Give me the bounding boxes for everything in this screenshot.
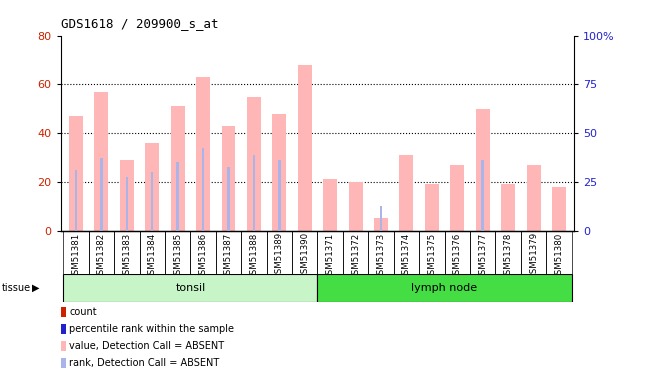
Text: GSM51390: GSM51390 (300, 232, 310, 279)
Bar (176, 162, 179, 231)
Text: rank, Detection Call = ABSENT: rank, Detection Call = ABSENT (69, 358, 220, 368)
Text: GDS1618 / 209900_s_at: GDS1618 / 209900_s_at (61, 17, 218, 30)
Bar (368, 231, 394, 274)
Text: count: count (69, 307, 97, 317)
Text: tonsil: tonsil (176, 283, 205, 293)
Bar (470, 231, 496, 274)
Bar (100, 158, 103, 231)
Bar (292, 231, 317, 274)
Bar (94, 92, 108, 231)
Bar (196, 77, 210, 231)
Bar (120, 160, 134, 231)
Bar (419, 231, 445, 274)
Text: GSM51386: GSM51386 (199, 232, 208, 280)
Bar (75, 170, 77, 231)
Bar (425, 184, 439, 231)
Text: GSM51371: GSM51371 (325, 232, 335, 280)
Text: GSM51382: GSM51382 (97, 232, 106, 280)
Text: GSM51387: GSM51387 (224, 232, 233, 280)
Bar (450, 165, 464, 231)
Bar (227, 167, 230, 231)
Bar (165, 231, 190, 274)
Text: GSM51383: GSM51383 (122, 232, 131, 280)
Text: lymph node: lymph node (411, 283, 478, 293)
Bar (145, 143, 159, 231)
Bar (527, 165, 541, 231)
Text: tissue: tissue (1, 283, 30, 293)
Bar (61, 358, 66, 368)
Bar (476, 109, 490, 231)
Bar (61, 324, 66, 334)
Bar (323, 180, 337, 231)
Text: value, Detection Call = ABSENT: value, Detection Call = ABSENT (69, 341, 224, 351)
Bar (216, 231, 241, 274)
Bar (69, 116, 83, 231)
Bar (247, 97, 261, 231)
Bar (546, 231, 572, 274)
Bar (552, 187, 566, 231)
Bar (267, 231, 292, 274)
Bar (374, 218, 388, 231)
Text: GSM51373: GSM51373 (376, 232, 385, 280)
Text: GSM51385: GSM51385 (173, 232, 182, 280)
Bar (317, 231, 343, 274)
Bar (61, 308, 66, 317)
Text: GSM51389: GSM51389 (275, 232, 284, 279)
Bar (151, 172, 154, 231)
Text: GSM51374: GSM51374 (402, 232, 411, 280)
Bar (445, 231, 470, 274)
Bar (273, 114, 286, 231)
Text: percentile rank within the sample: percentile rank within the sample (69, 324, 234, 334)
Bar (379, 206, 382, 231)
Text: GSM51384: GSM51384 (148, 232, 156, 280)
Text: ▶: ▶ (32, 283, 39, 293)
Text: GSM51388: GSM51388 (249, 232, 259, 280)
Bar (501, 184, 515, 231)
Text: GSM51378: GSM51378 (504, 232, 513, 280)
Text: GSM51372: GSM51372 (351, 232, 360, 280)
Bar (253, 155, 255, 231)
Bar (63, 274, 317, 302)
Bar (88, 231, 114, 274)
Bar (190, 231, 216, 274)
Bar (171, 106, 185, 231)
Bar (394, 231, 419, 274)
Bar (125, 177, 128, 231)
Bar (63, 231, 88, 274)
Bar (317, 274, 572, 302)
Bar (496, 231, 521, 274)
Text: GSM51377: GSM51377 (478, 232, 487, 280)
Bar (521, 231, 546, 274)
Bar (222, 126, 236, 231)
Bar (343, 231, 368, 274)
Bar (298, 65, 312, 231)
Bar (139, 231, 165, 274)
Text: GSM51380: GSM51380 (554, 232, 564, 280)
Text: GSM51376: GSM51376 (453, 232, 462, 280)
Bar (241, 231, 267, 274)
Bar (278, 160, 280, 231)
Text: GSM51379: GSM51379 (529, 232, 538, 279)
Bar (481, 160, 484, 231)
Text: GSM51381: GSM51381 (71, 232, 81, 280)
Bar (61, 341, 66, 351)
Bar (399, 155, 413, 231)
Bar (202, 148, 205, 231)
Text: GSM51375: GSM51375 (427, 232, 436, 280)
Bar (348, 182, 362, 231)
Bar (114, 231, 139, 274)
